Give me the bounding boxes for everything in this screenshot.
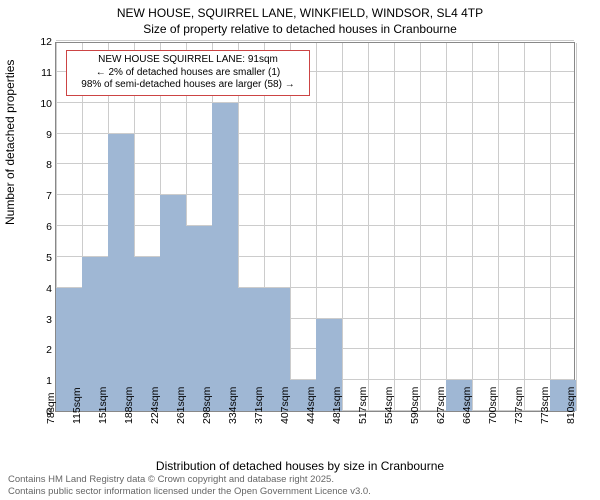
footer: Contains HM Land Registry data © Crown c…: [8, 474, 371, 497]
vgridline: [550, 43, 551, 411]
footer-line1: Contains HM Land Registry data © Crown c…: [8, 474, 371, 485]
vgridline: [472, 43, 473, 411]
y-tick-label: 5: [24, 252, 52, 264]
vgridline: [368, 43, 369, 411]
y-tick-label: 7: [24, 190, 52, 202]
vgridline: [498, 43, 499, 411]
y-tick-label: 4: [24, 283, 52, 295]
x-axis-label: Distribution of detached houses by size …: [0, 459, 600, 473]
vgridline: [576, 43, 577, 411]
annotation-line2: ← 2% of detached houses are smaller (1): [73, 67, 303, 80]
vgridline: [446, 43, 447, 411]
y-tick-label: 2: [24, 344, 52, 356]
vgridline: [524, 43, 525, 411]
y-tick-label: 11: [24, 67, 52, 79]
annotation-line3: 98% of semi-detached houses are larger (…: [73, 79, 303, 92]
footer-line2: Contains public sector information licen…: [8, 486, 371, 497]
y-tick-label: 3: [24, 314, 52, 326]
chart-title-block: NEW HOUSE, SQUIRREL LANE, WINKFIELD, WIN…: [0, 0, 600, 37]
chart-title-line2: Size of property relative to detached ho…: [0, 22, 600, 38]
y-tick-label: 1: [24, 375, 52, 387]
y-tick-label: 10: [24, 98, 52, 110]
vgridline: [420, 43, 421, 411]
histogram-bar: [186, 226, 212, 411]
plot-area: [55, 42, 575, 412]
y-tick-label: 12: [24, 36, 52, 48]
chart-title-line1: NEW HOUSE, SQUIRREL LANE, WINKFIELD, WIN…: [0, 6, 600, 22]
histogram-bar: [212, 103, 238, 411]
annotation-line1: NEW HOUSE SQUIRREL LANE: 91sqm: [73, 54, 303, 67]
y-tick-label: 8: [24, 159, 52, 171]
y-tick-label: 6: [24, 221, 52, 233]
histogram-bar: [108, 134, 134, 412]
annotation-box: NEW HOUSE SQUIRREL LANE: 91sqm ← 2% of d…: [66, 50, 310, 96]
chart-container: NEW HOUSE, SQUIRREL LANE, WINKFIELD, WIN…: [0, 0, 600, 500]
hgridline: [56, 40, 574, 41]
y-axis-label: Number of detached properties: [3, 60, 17, 225]
vgridline: [342, 43, 343, 411]
histogram-bar: [160, 195, 186, 411]
y-tick-label: 9: [24, 129, 52, 141]
vgridline: [290, 43, 291, 411]
vgridline: [394, 43, 395, 411]
